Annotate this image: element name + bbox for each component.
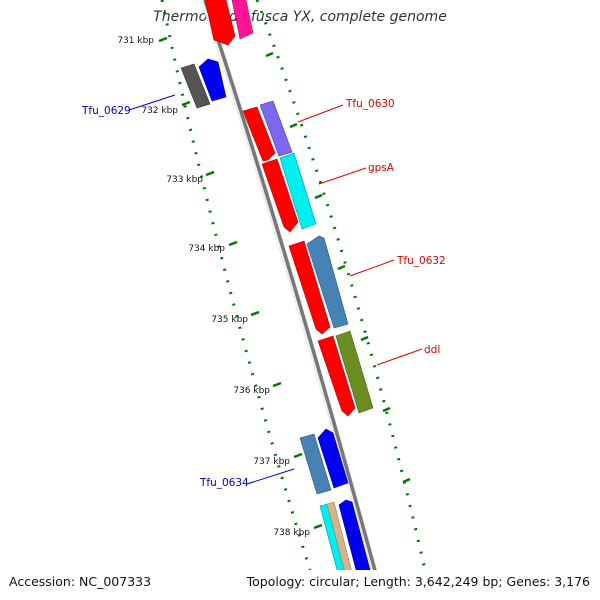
axis-tick	[293, 452, 303, 459]
gene-arrow-cyan[interactable]	[279, 152, 317, 230]
axis-tick	[314, 193, 323, 200]
axis-tick	[265, 51, 274, 58]
axis-tick	[158, 36, 168, 43]
gene-arrow-red[interactable]	[204, 0, 236, 46]
gene-arrow-purple[interactable]	[259, 100, 293, 157]
axis-label: 736 kbp	[233, 386, 270, 396]
gene-label[interactable]: Tfu_0634	[199, 477, 249, 489]
label-leader	[128, 94, 176, 111]
gene-label[interactable]: Tfu_0632	[396, 255, 446, 267]
feature-row	[180, 0, 378, 600]
gene-arrow-red[interactable]	[288, 240, 331, 335]
axis-tick	[360, 335, 369, 342]
gene-arrow-red[interactable]	[242, 106, 276, 162]
gene-arrow-blue[interactable]	[338, 499, 378, 600]
accession-text: Accession: NC_007333	[9, 574, 152, 589]
axis-label: 732 kbp	[141, 106, 178, 116]
genome-backbone-core	[203, 0, 377, 570]
axis-tick	[250, 310, 260, 317]
label-leader	[297, 104, 344, 123]
label-leader	[376, 348, 423, 366]
inner-ring-guide	[160, 0, 312, 570]
genome-backbone	[200, 0, 378, 570]
gene-label[interactable]: gpsA	[368, 162, 395, 174]
gene-arrow-red[interactable]	[317, 335, 356, 417]
axis-tick	[337, 264, 346, 271]
axis-tick	[382, 406, 391, 413]
label-leader	[246, 468, 295, 485]
axis-tick	[181, 100, 191, 107]
axis-tick	[228, 240, 238, 247]
genome-summary-text: Topology: circular; Length: 3,642,249 bp…	[246, 574, 590, 589]
gene-arrow-tan[interactable]	[326, 501, 359, 600]
gene-arrow-steel[interactable]	[299, 433, 332, 495]
axis-tick	[313, 523, 323, 530]
axis-label: 735 kbp	[211, 315, 248, 325]
axis-label: 737 kbp	[253, 457, 290, 467]
axis-tick	[205, 170, 215, 177]
gene-arrow-cyan[interactable]	[319, 503, 352, 600]
gene-label[interactable]: Tfu_0629	[81, 105, 131, 117]
gene-arrow-blue[interactable]	[198, 58, 227, 102]
axis-label: 731 kbp	[117, 36, 154, 46]
label-leader	[349, 259, 395, 277]
axis-tick	[289, 122, 298, 129]
axis-ticks	[158, 36, 411, 530]
axis-label: 738 kbp	[273, 528, 310, 538]
gene-arrow-blue[interactable]	[317, 428, 349, 489]
label-leader	[318, 167, 367, 185]
gene-label[interactable]: ddl	[424, 344, 440, 356]
axis-label: 733 kbp	[166, 175, 203, 185]
axis-label: 734 kbp	[188, 244, 225, 254]
gene-label[interactable]: Tfu_0630	[345, 98, 395, 110]
axis-tick	[402, 477, 411, 484]
gene-arrow-gray[interactable]	[180, 63, 211, 109]
gene-arrow-olive[interactable]	[335, 330, 374, 414]
gene-arrow-steel[interactable]	[306, 235, 349, 329]
axis-tick	[272, 381, 282, 388]
gene-arrow-red[interactable]	[261, 158, 299, 233]
gene-arrow-pink[interactable]	[231, 0, 254, 40]
